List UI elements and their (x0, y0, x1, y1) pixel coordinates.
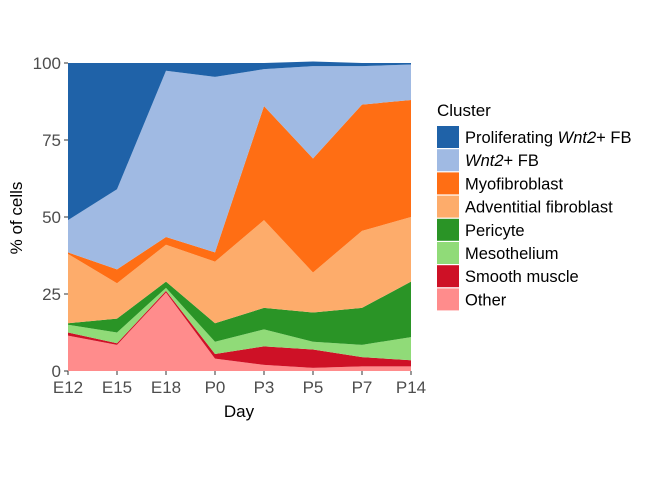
area-other (68, 292, 411, 371)
legend-label-mesothelium: Mesothelium (465, 245, 559, 263)
y-tick-label: 50 (42, 208, 61, 227)
area-layer (68, 61, 411, 371)
legend-label-wnt2-fb: Wnt2+ FB (465, 152, 539, 170)
legend-key-pericyte (437, 218, 459, 241)
area-proliferating-wnt2-fb (68, 61, 411, 221)
y-axis-title: % of cells (7, 182, 26, 255)
legend-key-other (437, 288, 459, 311)
legend-key-smooth-muscle (437, 265, 459, 288)
x-tick-label: P3 (254, 378, 275, 397)
legend-label-smooth-muscle: Smooth muscle (465, 268, 579, 286)
x-tick-label: P7 (352, 378, 373, 397)
x-tick-label: P5 (303, 378, 324, 397)
area-wnt2-fb (68, 64, 411, 270)
x-tick-label: P14 (396, 378, 426, 397)
x-axis-title: Day (224, 402, 255, 421)
legend-key-mesothelium (437, 242, 459, 264)
y-tick-label: 75 (42, 131, 61, 150)
x-axis: E12 E15 E18 P0 P3 P5 P7 P14 (53, 371, 426, 397)
x-tick-label: E18 (151, 378, 181, 397)
legend-title: Cluster (437, 101, 491, 120)
area-pericyte (68, 281, 411, 345)
legend-key-proliferating-wnt2-fb (437, 126, 459, 148)
legend: Cluster Proliferating Wnt2+ FB Wnt2+ FB My… (437, 101, 631, 311)
legend-label-proliferating-wnt2-fb: Proliferating Wnt2+ FB (465, 129, 631, 147)
area-myofibroblast (68, 99, 411, 284)
legend-key-wnt2-fb (437, 149, 459, 172)
x-tick-label: E12 (53, 378, 83, 397)
area-mesothelium (68, 287, 411, 361)
x-tick-label: E15 (102, 378, 132, 397)
legend-key-myofibroblast (437, 172, 459, 195)
y-tick-label: 100 (33, 54, 61, 73)
y-tick-label: 0 (52, 362, 61, 381)
legend-key-adventitial-fibroblast (437, 195, 459, 218)
y-axis: 0 25 50 75 100 (33, 54, 68, 381)
area-smooth-muscle (68, 290, 411, 368)
legend-label-pericyte: Pericyte (465, 222, 525, 240)
legend-label-myofibroblast: Myofibroblast (465, 175, 564, 193)
y-tick-label: 25 (42, 285, 61, 304)
area-adventitial-fibroblast (68, 217, 411, 324)
x-tick-label: P0 (205, 378, 226, 397)
legend-label-other: Other (465, 291, 507, 309)
legend-label-adventitial-fibroblast: Adventitial fibroblast (465, 199, 613, 217)
